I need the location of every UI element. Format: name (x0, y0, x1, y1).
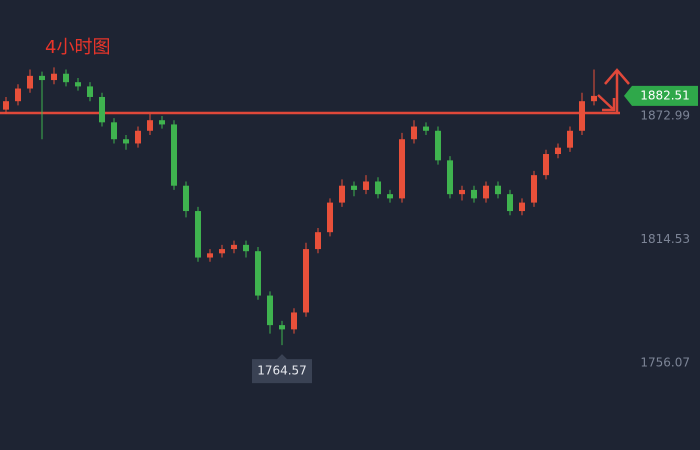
candle-body (423, 126, 429, 131)
candle-body (339, 185, 345, 203)
candle-body (579, 101, 585, 131)
candle-body (231, 244, 237, 250)
y-tick-label: 1814.53 (640, 232, 690, 246)
candle-body (207, 253, 213, 258)
price-label: 1882.51 (640, 88, 690, 102)
candle-body (3, 101, 9, 110)
candle-body (399, 139, 405, 199)
y-tick-label: 1756.07 (640, 356, 690, 370)
candle-body (159, 120, 165, 125)
candle-body (291, 312, 297, 330)
candle-body (483, 185, 489, 199)
arrow-annotation (597, 68, 630, 112)
candle-body (435, 130, 441, 161)
candle-body (519, 202, 525, 212)
min-label: 1764.57 (257, 364, 307, 378)
candle-body (531, 175, 537, 203)
chart-title: 4小时图 (45, 37, 110, 58)
candle-body (363, 181, 369, 190)
candle-body (555, 147, 561, 155)
min-tag (252, 354, 312, 384)
candle-body (567, 130, 573, 148)
y-tick-label: 1872.99 (640, 109, 690, 123)
candle-body (375, 181, 381, 195)
candle-body (495, 185, 501, 195)
candle-body (327, 202, 333, 233)
candle-body (351, 185, 357, 190)
candle-body (111, 122, 117, 140)
candle-body (51, 73, 57, 81)
candle-body (459, 189, 465, 195)
candle-body (171, 124, 177, 186)
candle-body (243, 244, 249, 252)
candle-body (279, 325, 285, 330)
candle-body (387, 194, 393, 199)
candle-body (303, 249, 309, 313)
candle-body (267, 295, 273, 326)
candle-body (99, 96, 105, 123)
candle-body (147, 120, 153, 131)
candle-body (315, 232, 321, 250)
candle-body (183, 185, 189, 212)
candle-body (15, 88, 21, 102)
candle-body (63, 73, 69, 83)
candle-body (543, 154, 549, 176)
candle-body (39, 75, 45, 81)
candle-body (255, 251, 261, 296)
candle-body (27, 75, 33, 89)
candle-body (195, 211, 201, 258)
candle-body (591, 95, 597, 102)
candle-body (447, 160, 453, 195)
candle-body (411, 126, 417, 140)
candle-body (87, 86, 93, 97)
price-tag (624, 85, 698, 106)
candle-body (219, 249, 225, 254)
candle-body (507, 194, 513, 212)
candle-body (123, 139, 129, 144)
candle-body (75, 82, 81, 87)
candle-body (471, 189, 477, 199)
candle-body (135, 130, 141, 144)
